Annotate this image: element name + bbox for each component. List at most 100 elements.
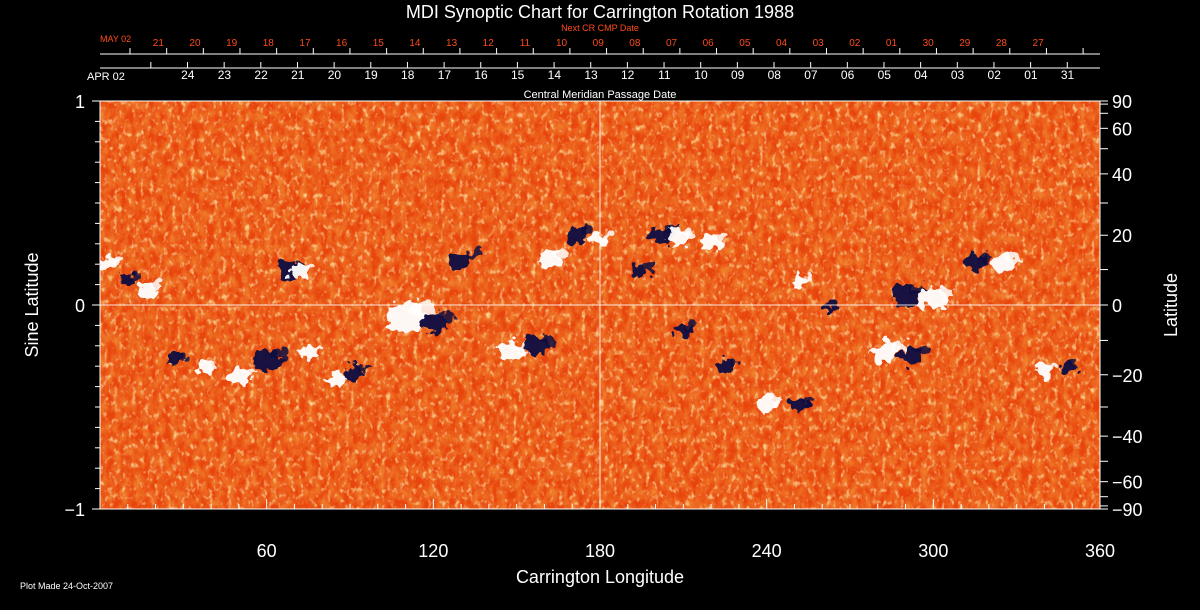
next-cr-date-label: 15 [373,38,385,49]
active-region-positive-fragment [150,281,164,290]
cmp-date-label: 14 [548,68,562,82]
next-cr-date-label: 07 [666,38,678,49]
active-region-positive-fragment [1047,362,1058,370]
active-region-negative-fragment [581,226,594,235]
lat-tick-label-right: −40 [1112,427,1143,447]
cmp-date-label: 24 [181,68,195,82]
active-region-positive-fragment [111,256,122,264]
x-tick-label: 120 [418,541,448,561]
active-region-negative-fragment [802,396,815,405]
next-cr-date-label: 29 [959,38,971,49]
cmp-date-label: 20 [328,68,342,82]
y-tick-label-left: 0 [75,296,85,316]
active-region-negative-fragment [686,321,697,329]
cmp-date-label: 08 [768,68,782,82]
next-cr-date-label: 04 [776,38,788,49]
active-region-positive-fragment [681,228,694,237]
next-cr-date-label: 30 [923,38,935,49]
cmp-date-label: 09 [731,68,745,82]
active-region-negative-fragment [464,249,481,260]
axes: 60 120 180 240 300 36010−1906040200−20−40−60−… [64,38,1142,561]
lat-tick-label-right: 90 [1112,92,1132,112]
next-cr-date-label: 10 [556,38,568,49]
lat-tick-label-right: −90 [1112,500,1143,520]
next-cr-date-label: 08 [629,38,641,49]
cmp-date-label: 01 [1024,68,1038,82]
active-region-negative-fragment [829,298,839,305]
cmp-date-label: 11 [658,68,671,82]
cmp-date-label: 22 [254,68,268,82]
y-axis-label-right: Latitude [1161,273,1181,337]
cmp-date-label: 16 [474,68,488,82]
next-cr-date-label: 20 [189,38,201,49]
x-tick-label: 300 [918,541,948,561]
cmp-axis-label: Central Meridian Passage Date [524,89,677,101]
lat-tick-label-right: 0 [1112,296,1122,316]
cmp-date-label: 02 [988,68,1002,82]
next-cr-start-label: MAY 02 [100,34,131,44]
active-region-negative-fragment [978,252,992,262]
active-region-positive-fragment [411,300,436,316]
active-region-positive-fragment [714,232,728,241]
x-axis-label: Carrington Longitude [516,567,684,587]
cmp-date-label: 10 [694,68,708,82]
y-tick-label-left: 1 [75,92,85,112]
next-cr-date-label: 12 [483,38,495,49]
next-cr-date-label: 02 [849,38,861,49]
next-cr-date-label: 09 [593,38,605,49]
x-tick-label: 60 [257,541,277,561]
active-region-positive-fragment [937,286,955,298]
active-region-negative-fragment [270,347,289,359]
next-cr-date-label: 05 [739,38,751,49]
cmp-date-label: 17 [438,68,452,82]
next-cr-date-label: 11 [520,38,531,49]
active-region-negative-fragment [177,353,186,360]
active-region-negative-fragment [539,335,556,345]
active-region-positive-fragment [338,372,350,380]
cmp-date-label: 31 [1061,68,1075,82]
cmp-date-label: 21 [291,68,305,82]
lat-tick-label-right: −20 [1112,366,1143,386]
lat-tick-label-right: 60 [1112,119,1132,139]
active-region-positive-fragment [890,340,907,351]
cmp-date-label: 05 [878,68,892,82]
active-region-positive-fragment [602,232,614,240]
next-cr-date-label: 13 [446,38,458,49]
next-cr-date-label: 14 [409,38,421,49]
cmp-date-label: 04 [914,68,928,82]
cmp-start-label: APR 02 [87,71,125,83]
cmp-date-label: 07 [804,68,818,82]
cmp-date-label: 03 [951,68,965,82]
active-region-positive-fragment [802,274,811,280]
active-regions [100,225,1079,413]
next-cr-axis-label: Next CR CMP Date [561,23,639,33]
next-cr-date-label: 28 [996,38,1008,49]
next-cr-date-label: 16 [336,38,348,49]
cmp-date-label: 19 [364,68,378,82]
footer-plot-made: Plot Made 24-Oct-2007 [20,581,113,591]
cmp-date-label: 15 [511,68,525,82]
next-cr-date-label: 06 [703,38,715,49]
active-region-negative-fragment [727,358,739,366]
next-cr-date-label: 01 [886,38,898,49]
active-region-positive-fragment [1006,254,1019,264]
active-region-negative-fragment [358,364,370,372]
cmp-date-label: 13 [584,68,598,82]
active-region-positive-fragment [553,250,568,260]
next-cr-date-label: 27 [1033,38,1045,49]
active-region-positive-fragment [311,344,322,352]
active-region-positive-fragment [207,362,217,368]
active-region-negative-fragment [1069,361,1079,368]
active-region-negative-fragment [641,262,653,270]
lat-tick-label-right: 40 [1112,165,1132,185]
next-cr-date-label: 18 [263,38,275,49]
y-axis-label-left: Sine Latitude [22,252,42,357]
active-region-negative-fragment [437,311,454,323]
cmp-date-label: 12 [621,68,635,82]
cmp-date-label: 23 [218,68,232,82]
chart-title: MDI Synoptic Chart for Carrington Rotati… [406,2,794,22]
lat-tick-label-right: −60 [1112,473,1143,493]
active-region-positive-fragment [769,396,782,405]
next-cr-date-label: 17 [299,38,311,49]
